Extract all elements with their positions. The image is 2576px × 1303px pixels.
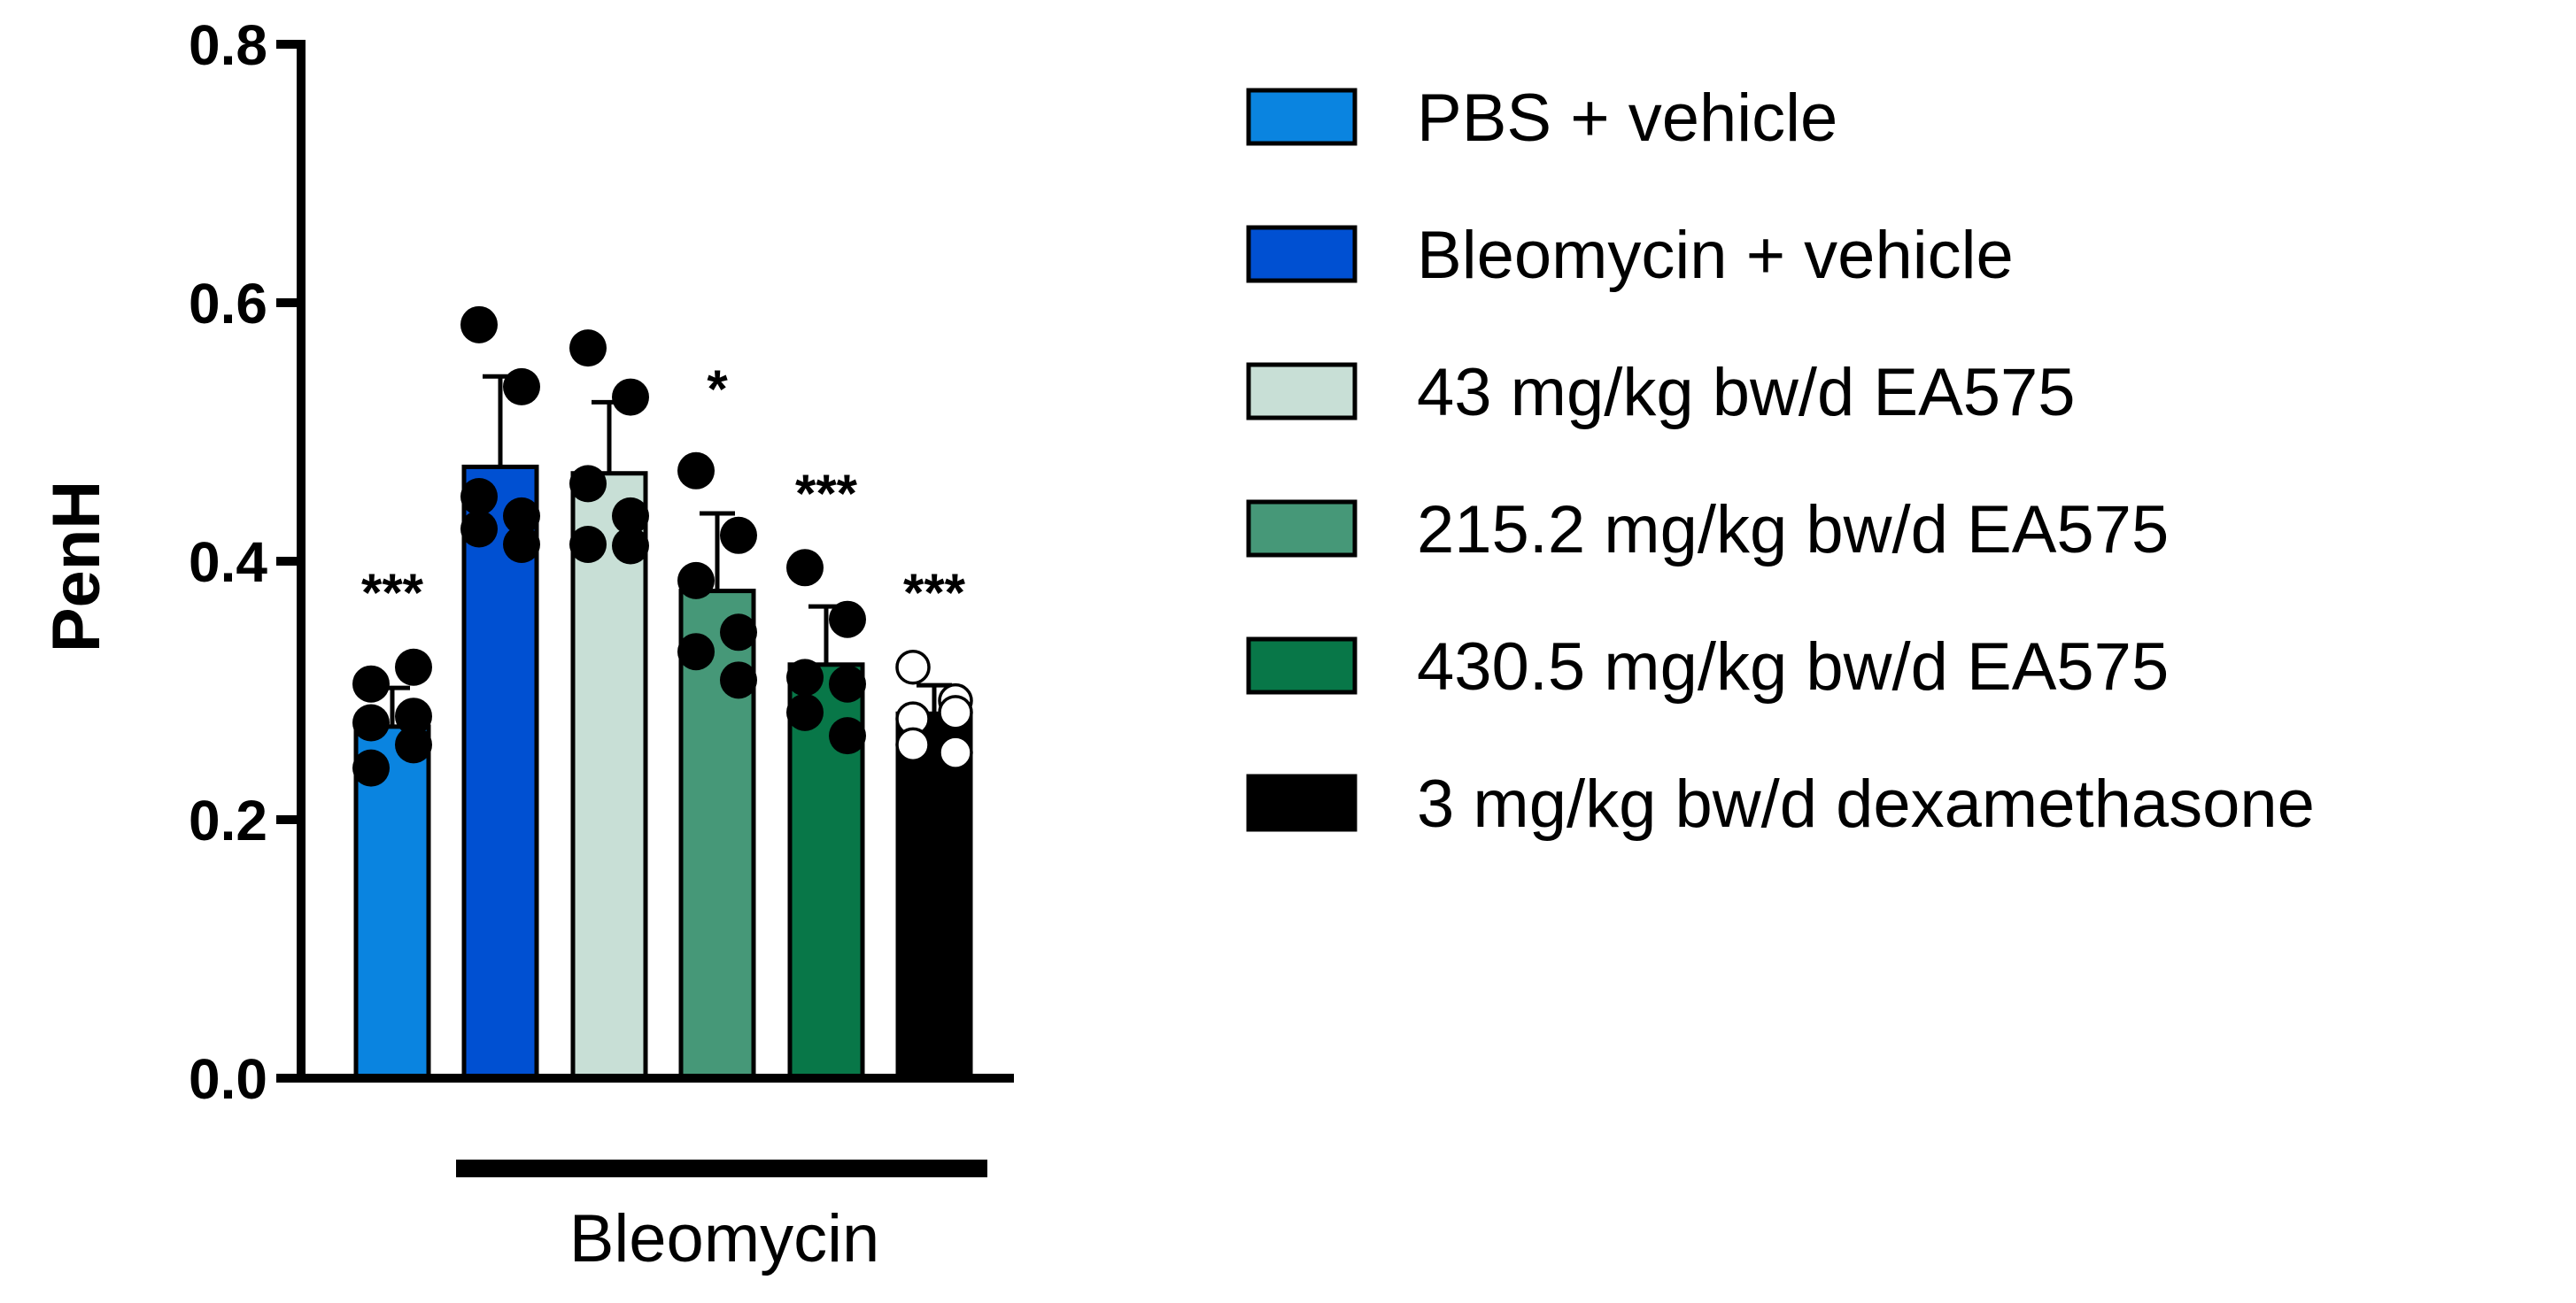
bars [353, 464, 973, 1081]
legend-swatch-5 [1246, 774, 1358, 832]
legend-swatch-2 [1246, 362, 1358, 420]
point-0-5 [395, 726, 432, 764]
point-3-4 [677, 633, 715, 671]
y-tick-label-1: 0.2 [189, 789, 267, 852]
point-5-4 [895, 727, 931, 763]
point-4-0 [786, 549, 824, 587]
point-1-0 [460, 305, 498, 343]
point-3-2 [677, 561, 715, 599]
y-tick-label-4: 0.8 [189, 13, 267, 77]
point-3-5 [720, 661, 757, 699]
point-3-3 [720, 613, 757, 652]
bar-2 [570, 471, 648, 1081]
point-5-5 [938, 735, 973, 770]
point-3-0 [677, 451, 715, 490]
legend-label-1: Bleomycin + vehicle [1417, 218, 2014, 293]
legend-swatch-4 [1246, 636, 1358, 695]
point-1-4 [460, 510, 498, 548]
point-2-0 [569, 329, 607, 367]
data-points [352, 305, 973, 787]
significance-4: *** [795, 464, 858, 523]
point-1-5 [503, 526, 540, 564]
point-0-1 [395, 648, 432, 686]
point-0-3 [395, 698, 432, 736]
point-0-0 [352, 665, 390, 703]
point-4-1 [829, 600, 866, 638]
point-2-4 [569, 526, 607, 564]
y-ticks: 0.0 0.2 0.4 0.6 0.8 [189, 13, 301, 1111]
point-0-2 [352, 704, 390, 742]
point-2-1 [612, 378, 649, 416]
point-5-3 [938, 695, 973, 730]
significance-3: * [707, 359, 728, 419]
legend-swatch-3 [1246, 499, 1358, 558]
y-tick-label-0: 0.0 [189, 1047, 267, 1111]
significance-marks: ********** [361, 359, 966, 622]
y-tick-label-2: 0.4 [189, 530, 267, 594]
point-5-0 [895, 649, 931, 685]
legend-label-5: 3 mg/kg bw/d dexamethasone [1417, 767, 2315, 842]
legend-swatch-1 [1246, 225, 1358, 283]
error-bar-3 [700, 511, 735, 591]
point-2-3 [612, 497, 649, 535]
significance-0: *** [361, 563, 424, 622]
error-bar-5 [917, 682, 952, 714]
point-0-4 [352, 749, 390, 787]
point-4-5 [829, 717, 866, 755]
significance-5: *** [903, 563, 966, 622]
point-1-1 [503, 367, 540, 405]
y-tick-label-3: 0.6 [189, 272, 267, 335]
legend-label-0: PBS + vehicle [1417, 81, 1837, 156]
point-2-5 [612, 527, 649, 565]
point-3-1 [720, 516, 757, 554]
point-2-2 [569, 465, 607, 503]
error-bars [375, 374, 952, 727]
point-4-4 [786, 693, 824, 731]
legend-label-3: 215.2 mg/kg bw/d EA575 [1417, 492, 2169, 567]
point-4-3 [829, 665, 866, 703]
y-axis-label: PenH [39, 481, 114, 652]
legend-label-2: 43 mg/kg bw/d EA575 [1417, 355, 2076, 430]
point-1-2 [460, 478, 498, 515]
legend-swatch-0 [1246, 88, 1358, 146]
point-1-3 [503, 497, 540, 535]
point-4-2 [786, 659, 824, 697]
legend: PBS + vehicle Bleomycin + vehicle 43 mg/kg… [1246, 81, 2315, 842]
group-bracket-label: Bleomycin [569, 1201, 880, 1276]
legend-label-4: 430.5 mg/kg bw/d EA575 [1417, 629, 2169, 705]
